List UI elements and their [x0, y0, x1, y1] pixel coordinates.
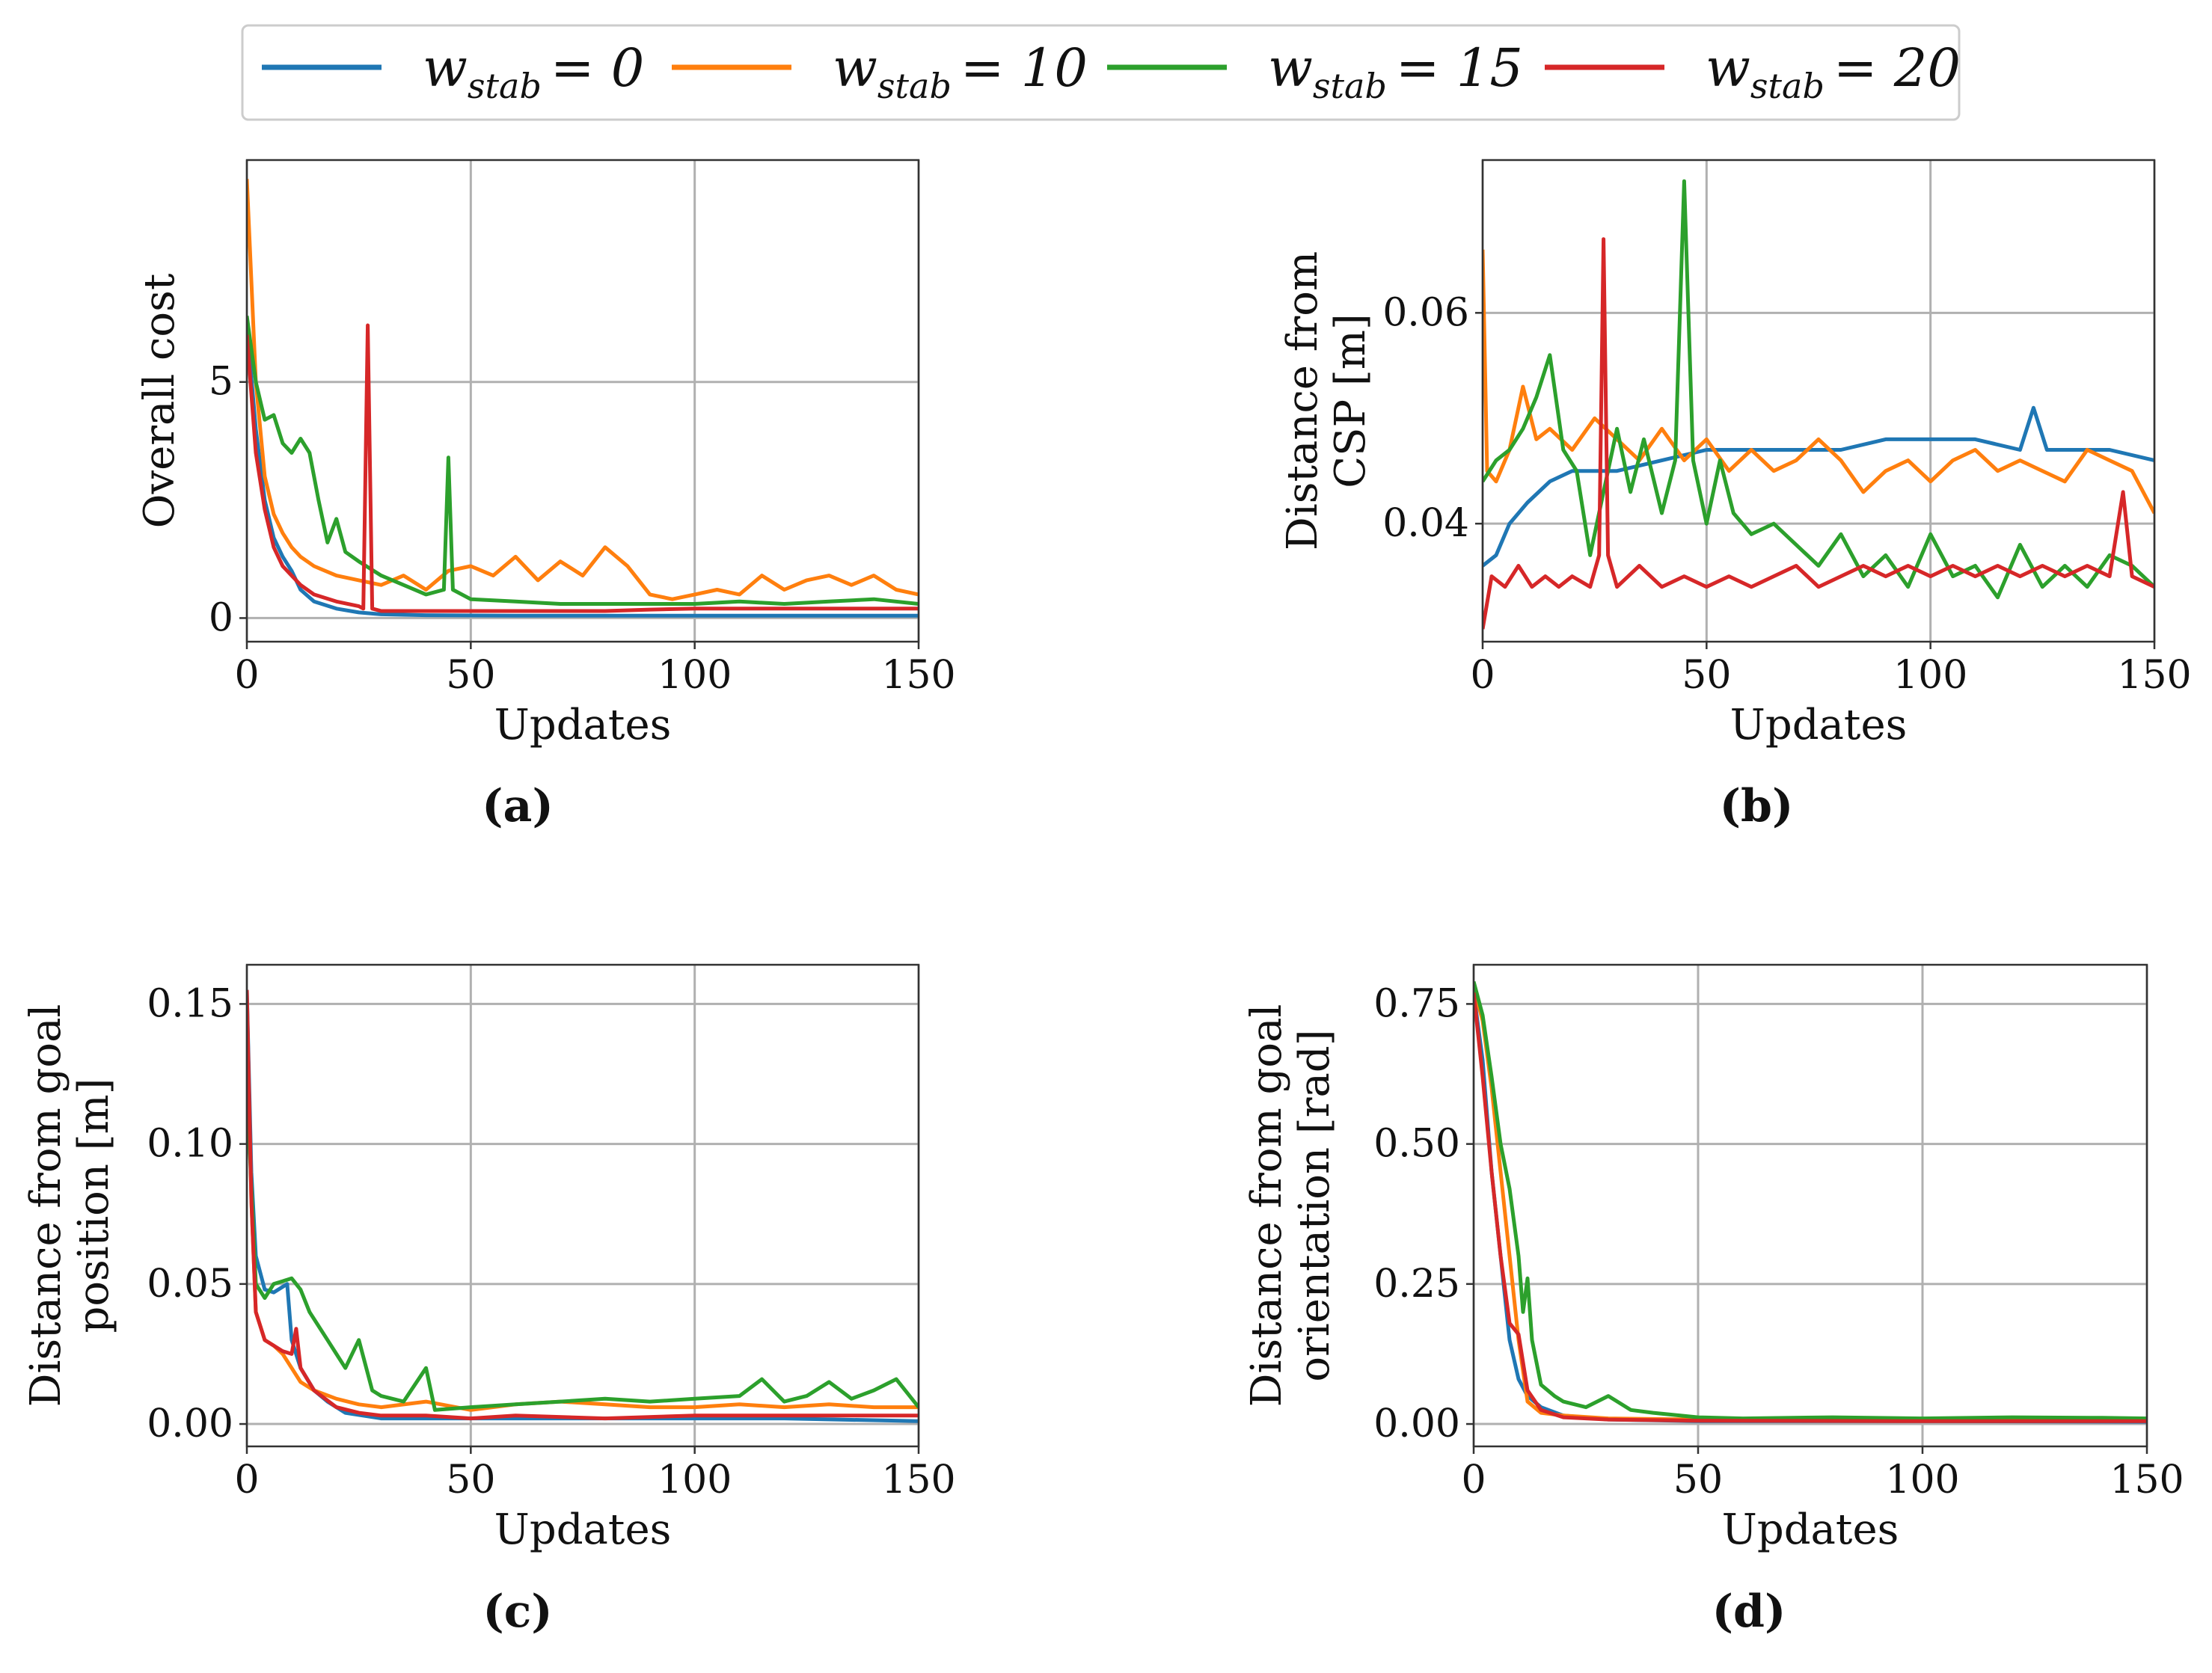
x-tick-label: 50: [446, 1458, 495, 1502]
y-tick-label: 0.15: [147, 981, 233, 1026]
legend-box: [241, 24, 1961, 121]
x-tick-label: 0: [234, 653, 259, 698]
y-tick-label: 0.06: [1382, 290, 1469, 335]
x-tick-label: 50: [446, 653, 495, 698]
y-tick-label: 0.50: [1373, 1122, 1460, 1167]
x-tick-label: 0: [1461, 1458, 1486, 1502]
y-tick-label: 0.05: [147, 1262, 233, 1307]
series-line-0: [247, 325, 919, 618]
panel-label: (c): [482, 1585, 552, 1638]
y-tick-label: 0.75: [1373, 981, 1460, 1026]
legend-label-2: wstab = 15: [1268, 37, 1523, 106]
y-axis-label: Overall cost: [135, 273, 184, 528]
series-line-1: [247, 179, 919, 601]
y-axis-label: Distance from: [1278, 251, 1327, 550]
series-line-2: [247, 316, 919, 606]
series-line-3: [1474, 992, 2147, 1423]
x-axis-label: Updates: [1722, 1505, 1899, 1554]
panel-c: 0 50 100 150 0.00 0.05 0.10 0.15 Updates Distance…: [22, 963, 956, 1638]
series-line-1: [1483, 249, 2154, 515]
plot-area: [1483, 160, 2154, 642]
x-tick-label: 150: [881, 1458, 955, 1502]
x-tick-label: 0: [1470, 653, 1495, 698]
panel-label: (d): [1712, 1585, 1786, 1638]
legend-label-3: wstab = 20: [1706, 37, 1961, 106]
y-tick-label: 0.00: [1373, 1402, 1460, 1446]
series-line-2: [247, 1087, 919, 1412]
y-tick-label: 0.10: [147, 1122, 233, 1167]
y-axis-label: position [m]: [70, 1078, 118, 1333]
plot-area: [247, 160, 919, 642]
x-tick-label: 150: [881, 653, 955, 698]
series-line-2: [1474, 980, 2147, 1421]
x-tick-label: 100: [1893, 653, 1967, 698]
panel-label: (a): [482, 780, 554, 832]
x-tick-label: 150: [2117, 653, 2191, 698]
x-axis-label: Updates: [494, 1505, 672, 1554]
plot-frame: [1481, 159, 2156, 643]
series-line-2: [1483, 179, 2154, 600]
y-axis-label: Distance from goal: [1243, 1004, 1291, 1408]
series-line-0: [1483, 405, 2154, 568]
x-tick-label: 50: [1682, 653, 1731, 698]
y-axis-label: Distance from goal: [22, 1004, 70, 1408]
series-line-3: [247, 323, 919, 613]
x-tick-label: 100: [658, 1458, 732, 1502]
legend: wstab = 0 wstab = 10 wstab = 15 wstab = 20: [241, 24, 1961, 121]
plot-frame: [245, 159, 920, 643]
y-tick-label: 5: [209, 360, 233, 405]
panel-a: 0 50 100 150 0 5 Updates Overall cost (a): [135, 159, 956, 832]
y-tick-label: 0.04: [1382, 501, 1469, 546]
y-tick-label: 0.25: [1373, 1262, 1460, 1307]
y-tick-label: 0: [209, 595, 233, 640]
x-tick-label: 0: [234, 1458, 259, 1502]
y-axis-label: orientation [rad]: [1290, 1029, 1339, 1381]
plot-frame: [245, 963, 920, 1448]
x-axis-label: Updates: [494, 701, 672, 749]
panel-d: 0 50 100 150 0.00 0.25 0.50 0.75 Updates Distance…: [1243, 963, 2184, 1638]
series-line-3: [247, 989, 919, 1421]
y-axis-label: CSP [m]: [1326, 313, 1375, 488]
panel-b: 0 50 100 150 0.04 0.06 Updates Distance from CSP…: [1278, 159, 2192, 832]
legend-label-1: wstab = 10: [833, 37, 1088, 106]
x-tick-label: 100: [1885, 1458, 1959, 1502]
series-line-3: [1483, 237, 2154, 630]
x-axis-label: Updates: [1730, 701, 1908, 749]
plot-frame: [1472, 963, 2148, 1448]
x-tick-label: 100: [658, 653, 732, 698]
x-tick-label: 150: [2110, 1458, 2184, 1502]
plot-area: [1474, 965, 2147, 1446]
x-tick-label: 50: [1673, 1458, 1723, 1502]
legend-label-0: wstab = 0: [423, 37, 644, 106]
panel-label: (b): [1720, 780, 1794, 832]
y-tick-label: 0.00: [147, 1402, 233, 1446]
plot-area: [247, 965, 919, 1446]
